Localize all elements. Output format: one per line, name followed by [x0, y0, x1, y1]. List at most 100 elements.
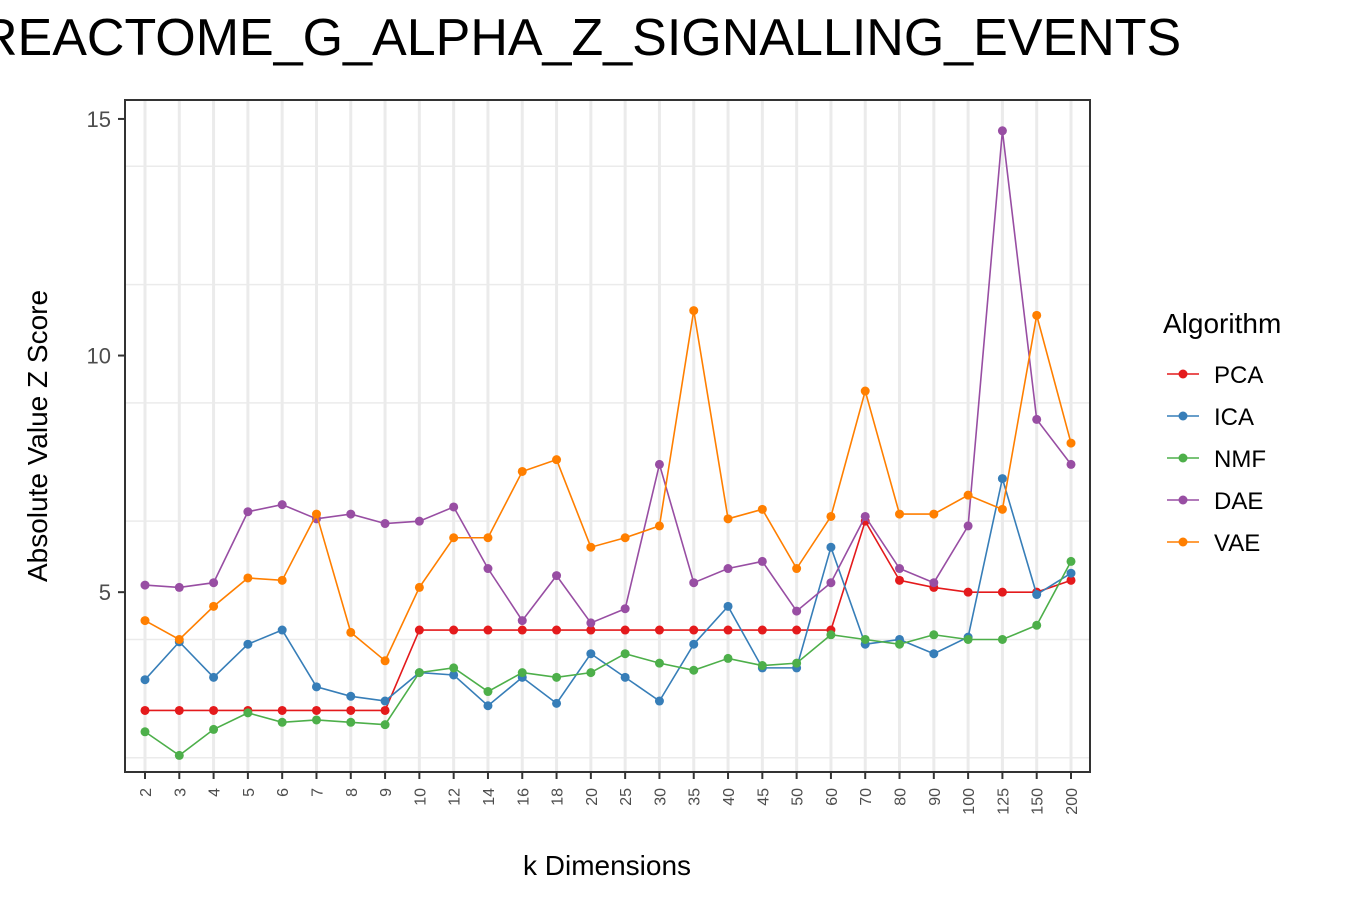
data-point-nmf: [860, 634, 870, 644]
data-point-ica: [997, 474, 1007, 484]
x-tick-label: 10: [412, 788, 429, 806]
data-point-nmf: [174, 750, 184, 760]
data-point-vae: [277, 575, 287, 585]
data-point-dae: [689, 578, 699, 588]
data-point-vae: [723, 514, 733, 524]
data-point-ica: [209, 672, 219, 682]
x-tick-label: 6: [275, 788, 292, 797]
data-point-dae: [586, 618, 596, 628]
x-tick-label: 125: [995, 788, 1012, 815]
data-point-vae: [860, 386, 870, 396]
data-point-nmf: [689, 665, 699, 675]
data-point-pca: [311, 705, 321, 715]
series-line-ica: [144, 478, 1072, 707]
data-point-ica: [449, 670, 459, 680]
x-tick-label: 20: [584, 788, 601, 806]
series-pca: [140, 516, 1076, 715]
data-point-vae: [174, 634, 184, 644]
data-point-ica: [552, 698, 562, 708]
legend-item-nmf: NMF: [1167, 446, 1266, 473]
data-point-nmf: [757, 661, 767, 671]
data-point-nmf: [620, 649, 630, 659]
data-point-pca: [174, 705, 184, 715]
x-tick-label: 3: [172, 788, 189, 797]
data-point-dae: [483, 564, 493, 574]
data-point-nmf: [346, 717, 356, 727]
data-point-nmf: [1032, 620, 1042, 630]
series-vae: [140, 306, 1076, 666]
data-point-pca: [552, 625, 562, 635]
data-point-nmf: [483, 687, 493, 697]
data-point-vae: [243, 573, 253, 583]
data-point-pca: [757, 625, 767, 635]
data-point-dae: [895, 564, 905, 574]
data-point-vae: [654, 521, 664, 531]
data-point-vae: [792, 564, 802, 574]
x-tick-label: 2: [138, 788, 155, 797]
data-point-ica: [723, 601, 733, 611]
data-point-dae: [140, 580, 150, 590]
data-point-pca: [620, 625, 630, 635]
data-point-vae: [209, 601, 219, 611]
data-point-dae: [654, 459, 664, 469]
x-tick-label: 16: [515, 788, 532, 806]
data-point-nmf: [311, 715, 321, 725]
data-point-pca: [997, 587, 1007, 597]
x-tick-label: 4: [207, 788, 224, 797]
data-point-vae: [826, 511, 836, 521]
series-layer: [140, 126, 1076, 760]
data-point-nmf: [929, 630, 939, 640]
data-point-nmf: [997, 634, 1007, 644]
data-point-vae: [449, 533, 459, 543]
series-line-dae: [144, 130, 1072, 624]
legend-label-vae: VAE: [1214, 530, 1260, 557]
data-point-vae: [997, 504, 1007, 514]
data-point-pca: [277, 705, 287, 715]
data-point-vae: [1032, 310, 1042, 320]
data-point-pca: [654, 625, 664, 635]
data-point-vae: [414, 582, 424, 592]
data-point-vae: [963, 490, 973, 500]
data-point-dae: [1066, 459, 1076, 469]
series-nmf: [140, 556, 1076, 760]
y-tick-label: 15: [87, 107, 111, 132]
x-axis-title: k Dimensions: [523, 850, 691, 881]
data-point-dae: [826, 578, 836, 588]
x-tick-label: 25: [618, 788, 635, 806]
data-point-dae: [346, 509, 356, 519]
series-line-pca: [145, 519, 1072, 712]
legend-label-nmf: NMF: [1214, 446, 1266, 473]
data-point-nmf: [963, 634, 973, 644]
x-tick-label: 30: [652, 788, 669, 806]
data-point-dae: [860, 511, 870, 521]
x-tick-label: 5: [241, 788, 258, 797]
legend-item-ica: ICA: [1167, 404, 1254, 431]
data-point-ica: [311, 682, 321, 692]
data-point-dae: [174, 582, 184, 592]
data-point-dae: [757, 556, 767, 566]
data-point-pca: [723, 625, 733, 635]
x-tick-label: 45: [755, 788, 772, 806]
data-point-ica: [346, 691, 356, 701]
series-dae: [140, 126, 1076, 628]
data-point-pca: [449, 625, 459, 635]
x-tick-label: 40: [721, 788, 738, 806]
data-point-ica: [140, 675, 150, 685]
x-tick-label: 100: [961, 788, 978, 815]
data-point-ica: [380, 696, 390, 706]
data-point-pca: [209, 705, 219, 715]
data-point-nmf: [209, 724, 219, 734]
grid-lines: [125, 100, 1090, 772]
data-point-vae: [929, 509, 939, 519]
x-tick-label: 9: [378, 788, 395, 797]
data-point-ica: [689, 639, 699, 649]
x-tick-label: 70: [858, 788, 875, 806]
data-point-nmf: [895, 639, 905, 649]
data-point-ica: [929, 649, 939, 659]
data-point-dae: [552, 571, 562, 581]
data-point-ica: [586, 649, 596, 659]
data-point-dae: [517, 616, 527, 626]
data-point-dae: [723, 564, 733, 574]
